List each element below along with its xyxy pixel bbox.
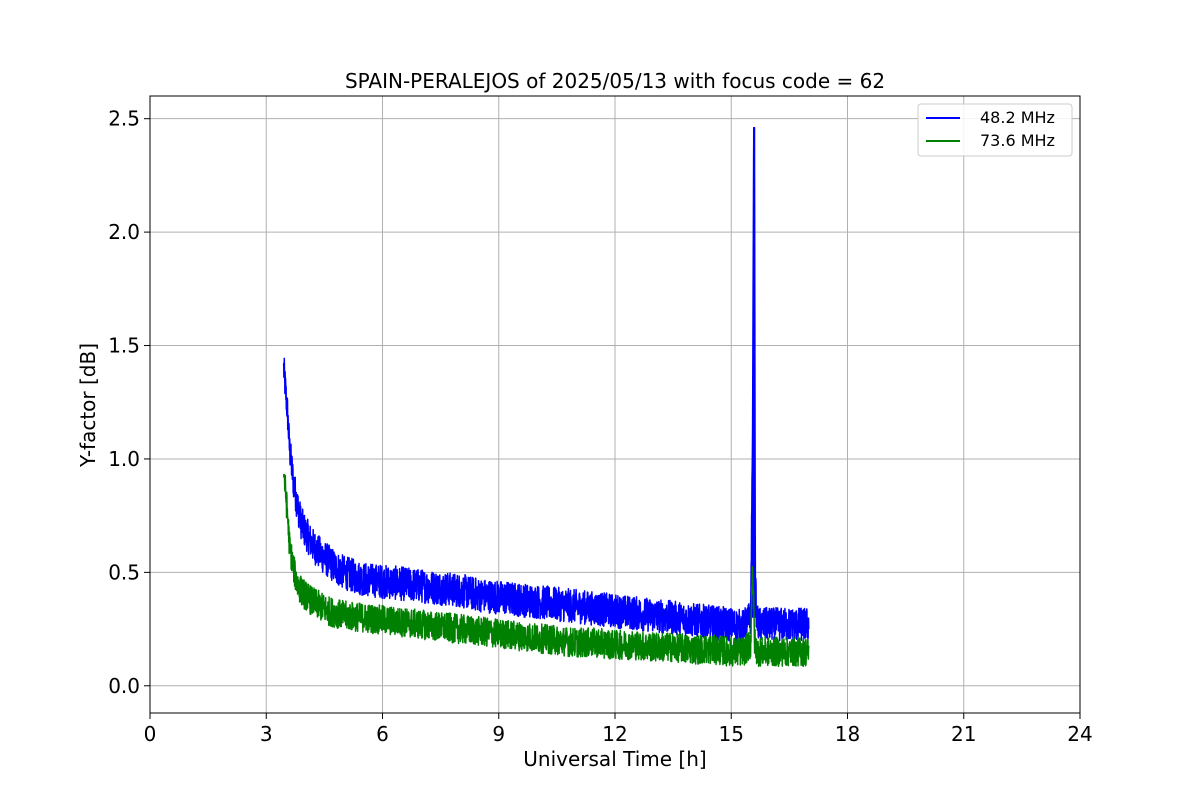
- y-tick-label: 2.5: [108, 107, 140, 131]
- x-tick-label: 12: [602, 722, 627, 746]
- chart-title: SPAIN-PERALEJOS of 2025/05/13 with focus…: [345, 69, 885, 93]
- y-tick-label: 0.0: [108, 674, 140, 698]
- legend-label: 48.2 MHz: [980, 108, 1055, 127]
- series-line-1: [282, 127, 810, 644]
- x-tick-label: 9: [492, 722, 505, 746]
- y-tick-label: 0.5: [108, 560, 140, 584]
- y-tick-label: 2.0: [108, 220, 140, 244]
- legend-label: 73.6 MHz: [980, 131, 1055, 150]
- x-tick-label: 24: [1067, 722, 1092, 746]
- legend: 48.2 MHz 73.6 MHz: [917, 103, 1073, 157]
- series-line-2: [282, 473, 810, 668]
- grid: [149, 96, 1081, 713]
- x-axis-label: Universal Time [h]: [523, 747, 706, 771]
- ticks: 0 3 6 9 12 15 18 21 24 0.0 0.5 1.0 1.5 2.0 2.5: [108, 107, 1093, 746]
- x-tick-label: 15: [719, 722, 744, 746]
- x-tick-label: 6: [376, 722, 389, 746]
- y-tick-label: 1.0: [108, 447, 140, 471]
- y-tick-label: 1.5: [108, 334, 140, 358]
- series-group: [282, 127, 810, 668]
- x-tick-label: 3: [260, 722, 273, 746]
- x-tick-label: 18: [835, 722, 860, 746]
- x-tick-label: 0: [144, 722, 157, 746]
- y-axis-label: Y-factor [dB]: [76, 343, 100, 468]
- x-tick-label: 21: [951, 722, 976, 746]
